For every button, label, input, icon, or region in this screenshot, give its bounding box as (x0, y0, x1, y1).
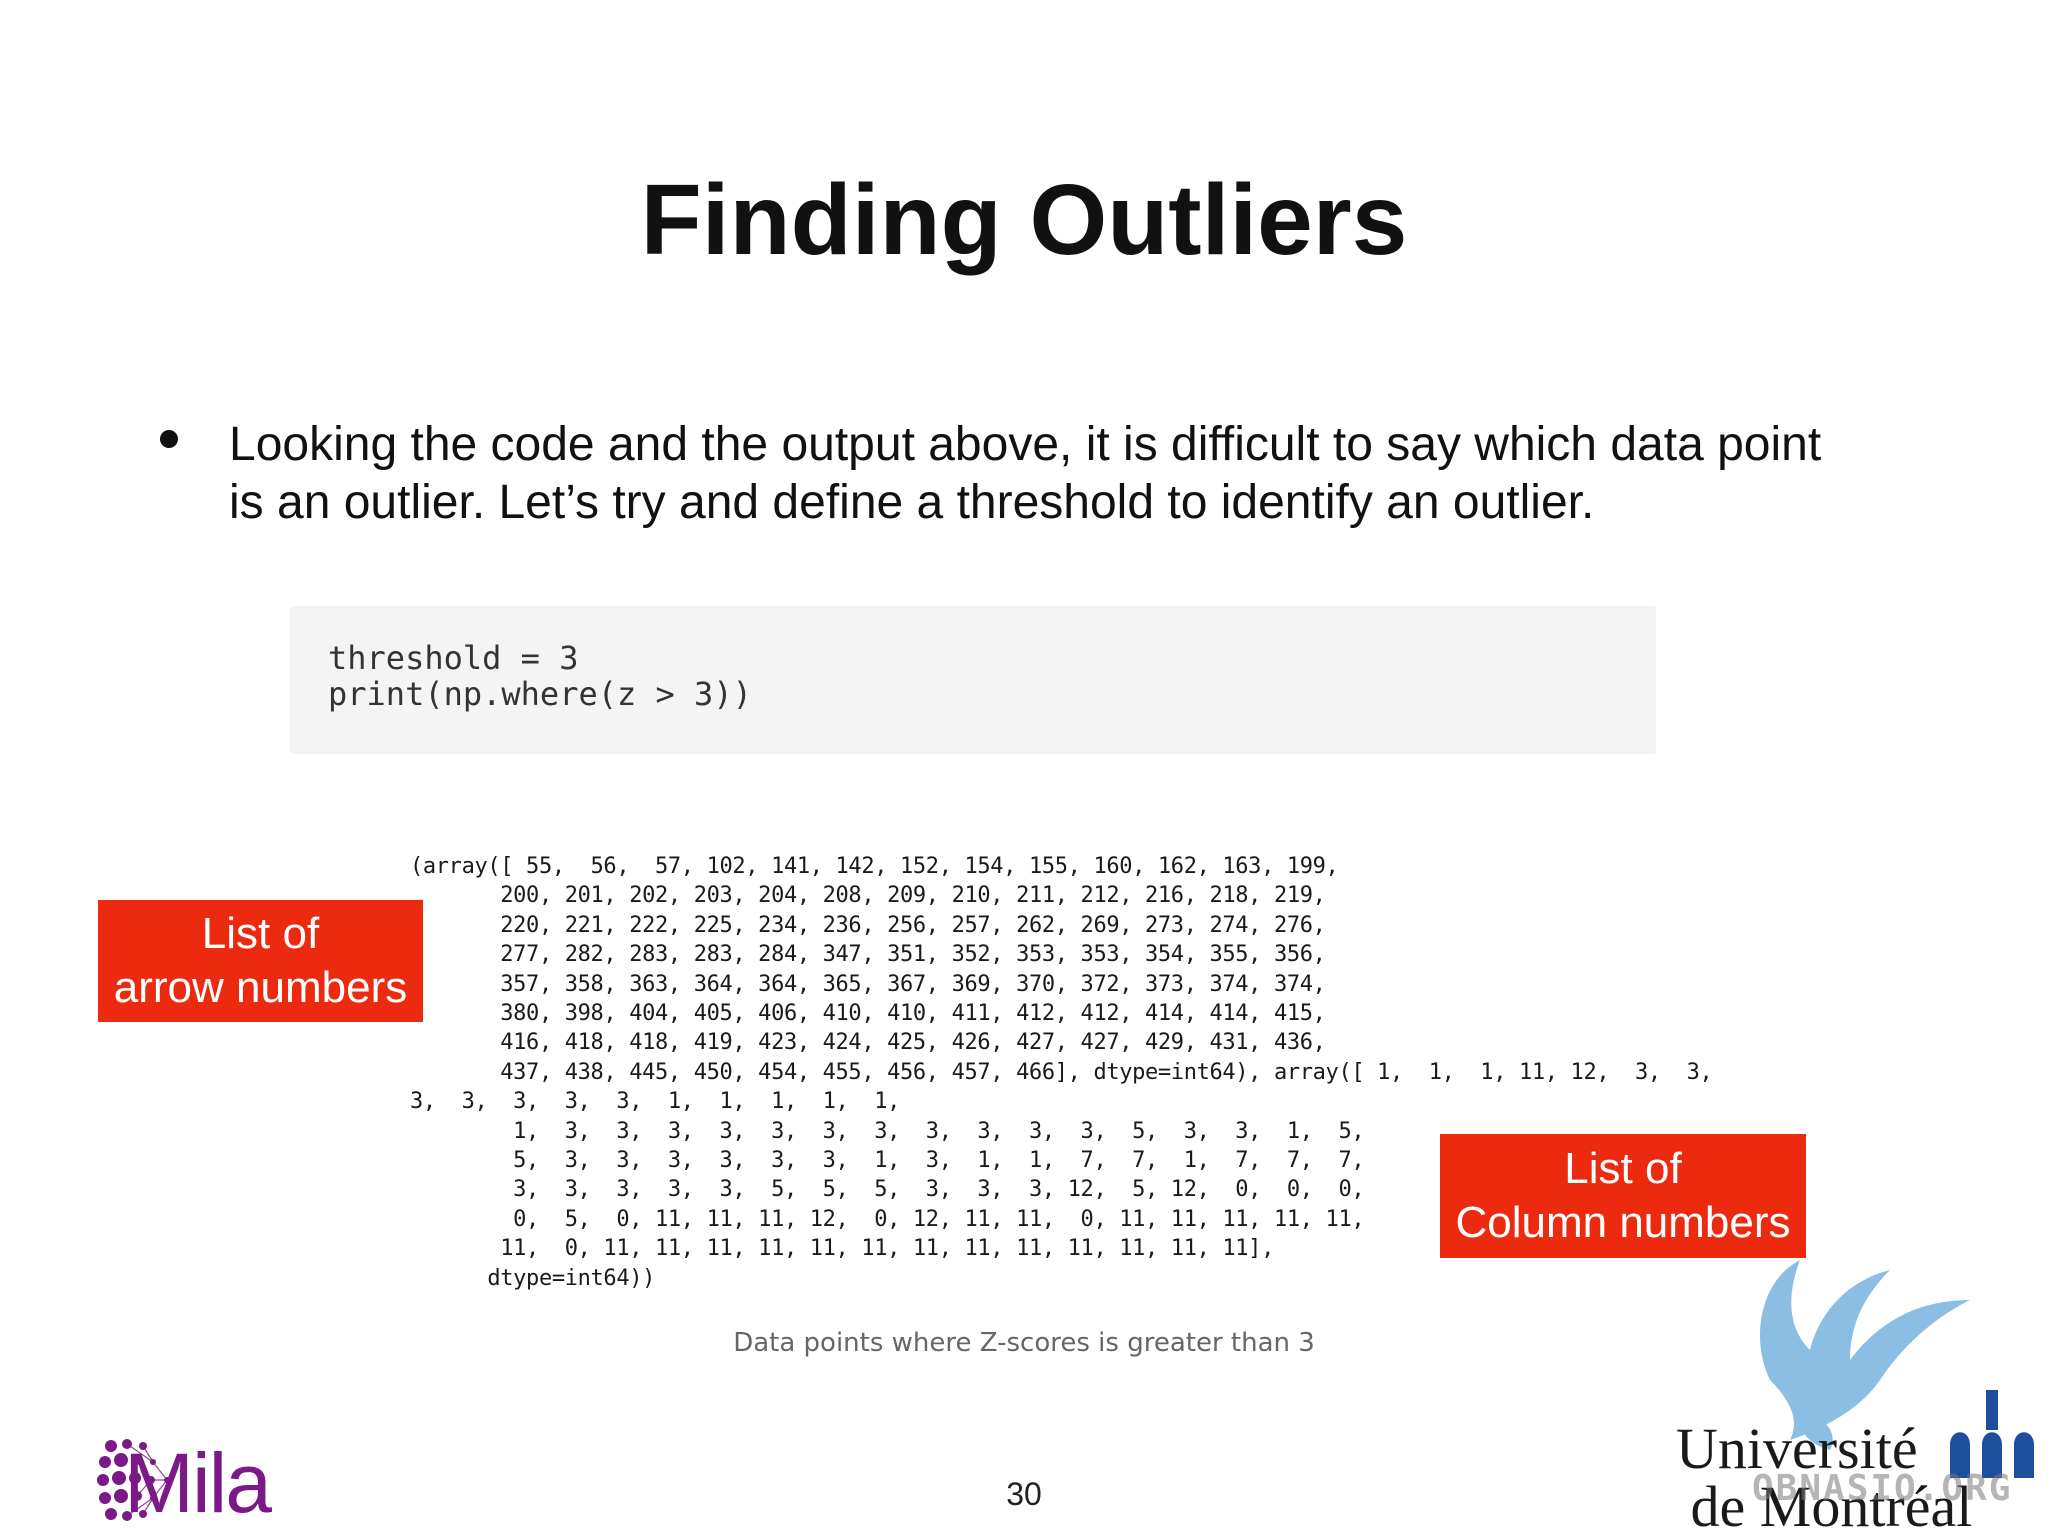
code-block (290, 606, 1656, 754)
page-number: 30 (1006, 1476, 1042, 1512)
row-label-line1: List of (201, 909, 320, 958)
col-label-line1: List of (1564, 1144, 1682, 1193)
udem-logo-text: Université de Montréal (1676, 1416, 1973, 1539)
bullet-point-icon (160, 430, 178, 448)
row-label-line2: arrow numbers (113, 963, 408, 1012)
code-output: (array([ 55, 56, 57, 102, 141, 142, 152,… (410, 854, 1713, 1291)
bullet-text: Looking the code and the output above, i… (229, 418, 1822, 529)
slide-title: Finding Outliers (640, 164, 1408, 276)
code-text: threshold = 3 print(np.where(z > 3)) (328, 639, 752, 713)
mila-logo-text: Mila (124, 1436, 272, 1530)
col-label-line2: Column numbers (1455, 1198, 1791, 1247)
row-numbers-label: List of arrow numbers (98, 900, 423, 1022)
udem-mark-icon (1950, 1390, 2034, 1478)
mila-logo-icon (97, 1439, 170, 1521)
figure-caption: Data points where Z-scores is greater th… (733, 1328, 1315, 1358)
watermark: OBNASIO.ORG (1752, 1468, 2013, 1509)
udem-bird-logo-icon (1760, 1260, 1970, 1450)
column-numbers-label: List of Column numbers (1440, 1134, 1806, 1258)
